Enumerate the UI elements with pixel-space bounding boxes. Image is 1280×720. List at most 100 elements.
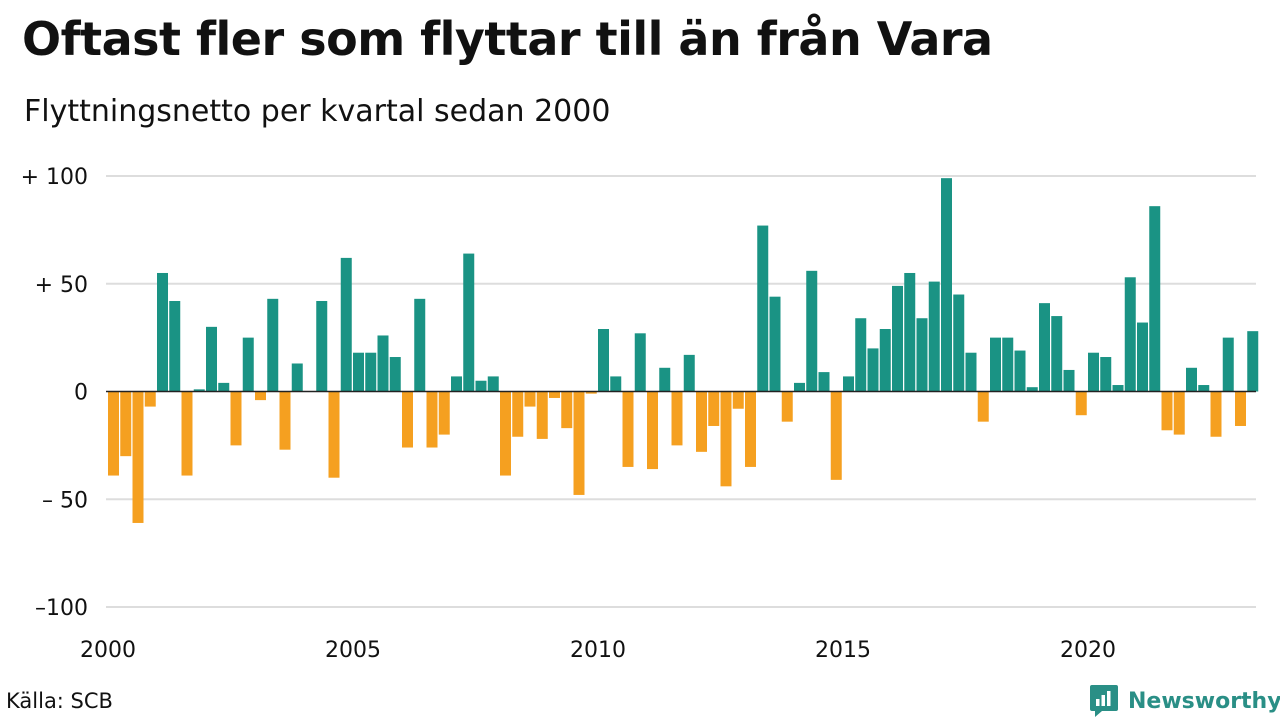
bar	[843, 376, 854, 392]
bar	[206, 326, 217, 392]
bar	[1112, 385, 1124, 392]
bar	[181, 391, 193, 476]
bar	[1014, 350, 1026, 392]
bar	[242, 337, 254, 392]
bar	[941, 178, 952, 392]
bar	[696, 391, 707, 452]
bar-chart: + 100 + 50 0 – 50 –100 2000 2005 2010 2015 2020	[21, 165, 1259, 663]
bar	[1247, 331, 1259, 392]
bar	[365, 352, 377, 392]
bar	[1173, 391, 1185, 435]
bar	[1075, 391, 1087, 416]
bar	[1161, 391, 1173, 431]
newsworthy-logo-icon	[1090, 685, 1118, 717]
bar	[463, 253, 475, 392]
bar	[904, 272, 916, 392]
x-tick-label: 2020	[1060, 638, 1116, 663]
bar	[794, 382, 805, 392]
bar	[1124, 277, 1136, 392]
bar	[512, 391, 524, 437]
gridlines	[106, 175, 1256, 608]
bar	[1063, 369, 1075, 392]
bar	[585, 391, 597, 394]
y-axis-ticks: + 100 + 50 0 – 50 –100	[21, 165, 88, 621]
bar	[708, 391, 720, 426]
bar	[132, 391, 144, 523]
bar	[316, 300, 328, 392]
bar	[1149, 206, 1161, 392]
brand-logo: Newsworthy	[1088, 683, 1280, 719]
bar	[353, 352, 364, 392]
bar	[328, 391, 340, 478]
bar	[389, 357, 401, 392]
bar	[157, 272, 168, 392]
bars	[108, 178, 1259, 523]
bar	[1039, 303, 1050, 392]
bar	[169, 300, 181, 392]
bar	[451, 376, 462, 392]
bar	[598, 329, 609, 392]
bar	[892, 285, 903, 392]
bar	[230, 391, 242, 446]
bar	[1002, 337, 1014, 392]
y-tick-label: – 50	[42, 488, 88, 513]
bar	[1100, 357, 1112, 392]
x-tick-label: 2000	[80, 638, 136, 663]
bar	[120, 391, 132, 457]
bar	[990, 337, 1001, 392]
brand-name: Newsworthy	[1128, 688, 1280, 714]
bar	[683, 354, 695, 392]
bar	[573, 391, 585, 495]
bar	[108, 391, 119, 476]
bar	[144, 391, 156, 407]
bar	[549, 391, 560, 398]
bar	[781, 391, 793, 422]
bar	[536, 391, 548, 439]
chart-subtitle: Flyttningsnetto per kvartal sedan 2000	[24, 94, 611, 129]
bar	[830, 391, 842, 480]
bar	[720, 391, 732, 487]
source-note: Källa: SCB	[6, 689, 113, 713]
bar	[757, 225, 769, 392]
bar	[1186, 367, 1197, 392]
bar	[634, 333, 646, 392]
bar	[659, 367, 671, 392]
y-tick-label: –100	[35, 596, 88, 621]
bar	[1026, 387, 1038, 392]
bar	[340, 257, 352, 392]
x-tick-label: 2015	[815, 638, 871, 663]
bar	[610, 376, 622, 392]
bar	[402, 391, 413, 448]
bar	[806, 270, 818, 392]
bar	[377, 335, 389, 392]
bar	[1088, 352, 1099, 392]
bar	[1210, 391, 1222, 437]
bar	[218, 382, 230, 392]
bar	[879, 329, 891, 392]
bar	[977, 391, 989, 422]
bar	[193, 389, 205, 392]
bar	[928, 281, 940, 392]
bar	[426, 391, 438, 448]
bar	[916, 318, 928, 392]
bar	[855, 318, 867, 392]
x-axis-ticks: 2000 2005 2010 2015 2020	[80, 638, 1116, 663]
bar	[487, 376, 499, 392]
bar	[561, 391, 573, 429]
bar	[622, 391, 634, 467]
bar	[745, 391, 756, 467]
bar	[1051, 316, 1063, 392]
bar	[267, 298, 279, 392]
bar	[279, 391, 291, 450]
bar	[671, 391, 683, 446]
bar	[867, 348, 879, 392]
bar	[1235, 391, 1246, 426]
bar	[1137, 322, 1148, 392]
y-tick-label: 0	[74, 381, 88, 406]
bar	[255, 391, 266, 401]
chart-title: Oftast fler som flyttar till än från Var…	[22, 12, 993, 66]
bar	[818, 372, 830, 392]
bar	[965, 352, 977, 392]
x-tick-label: 2010	[570, 638, 626, 663]
